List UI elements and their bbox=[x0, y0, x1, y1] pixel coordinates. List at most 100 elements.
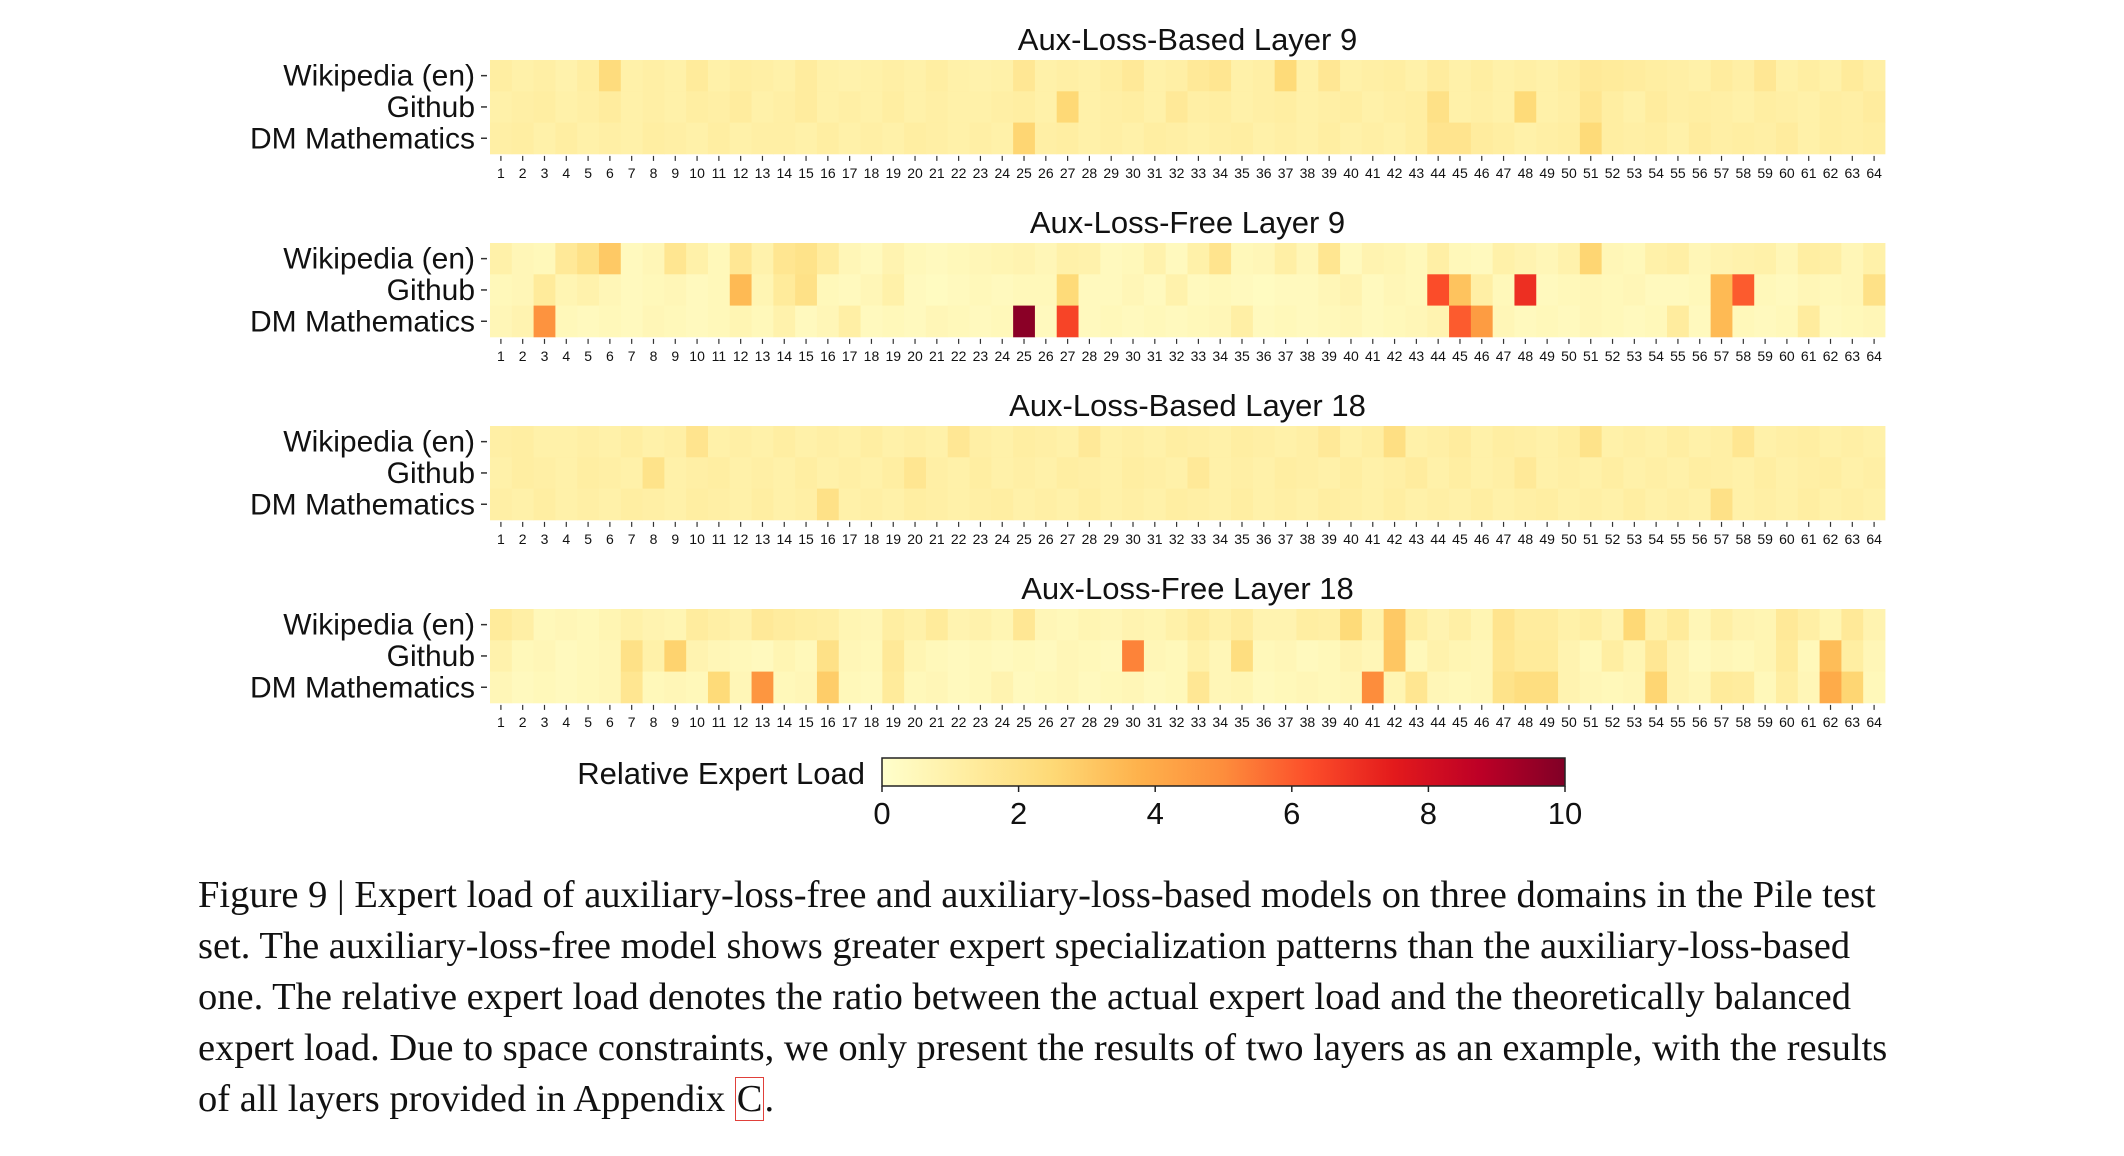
expert-tick-label: 33 bbox=[1191, 348, 1207, 364]
heatmap-cell bbox=[555, 671, 578, 704]
heatmap-cell bbox=[511, 426, 534, 458]
heatmap-cell bbox=[773, 640, 796, 672]
heatmap-cell bbox=[1056, 243, 1079, 275]
heatmap-cell bbox=[620, 91, 643, 123]
expert-tick-label: 64 bbox=[1866, 348, 1882, 364]
expert-tick-label: 36 bbox=[1256, 165, 1272, 181]
heatmap-cell bbox=[1252, 274, 1276, 306]
heatmap-cell bbox=[1601, 274, 1624, 306]
heatmap-cell bbox=[1122, 305, 1145, 338]
heatmap-cell bbox=[860, 91, 883, 123]
heatmap-cell bbox=[1056, 457, 1079, 489]
heatmap-cell bbox=[533, 609, 556, 641]
heatmap-cell bbox=[1863, 274, 1886, 306]
heatmap-cell bbox=[860, 305, 883, 338]
expert-tick-label: 34 bbox=[1212, 714, 1228, 730]
heatmap-cell bbox=[925, 122, 949, 155]
heatmap-cell bbox=[1274, 609, 1297, 641]
heatmap-cell bbox=[490, 91, 513, 123]
expert-tick-label: 56 bbox=[1692, 348, 1708, 364]
heatmap-cell bbox=[991, 671, 1014, 704]
panel-title: Aux-Loss-Based Layer 9 bbox=[1018, 22, 1357, 57]
heatmap-cell bbox=[577, 457, 600, 489]
expert-tick-label: 19 bbox=[885, 714, 901, 730]
heatmap-cell bbox=[925, 274, 949, 306]
heatmap-cell bbox=[1514, 609, 1537, 641]
expert-tick-label: 12 bbox=[733, 348, 749, 364]
heatmap-cell bbox=[490, 243, 513, 275]
expert-tick-label: 18 bbox=[864, 714, 880, 730]
heatmap-cell bbox=[1470, 640, 1494, 672]
heatmap-cell bbox=[1688, 122, 1712, 155]
heatmap-cell bbox=[882, 457, 905, 489]
heatmap-cell bbox=[642, 671, 665, 704]
heatmap-cell bbox=[1361, 488, 1385, 521]
heatmap-cell bbox=[860, 426, 883, 458]
heatmap-cell bbox=[1536, 243, 1559, 275]
expert-tick-label: 24 bbox=[994, 531, 1010, 547]
heatmap-cell bbox=[1100, 609, 1123, 641]
expert-tick-label: 3 bbox=[541, 165, 549, 181]
heatmap-cell bbox=[1034, 91, 1058, 123]
heatmap-cell bbox=[1405, 671, 1428, 704]
heatmap-cell bbox=[1492, 243, 1515, 275]
heatmap-cell bbox=[1252, 671, 1276, 704]
heatmap-cell bbox=[1078, 91, 1101, 123]
heatmap-cell bbox=[947, 640, 970, 672]
heatmap-cell bbox=[904, 671, 927, 704]
heatmap-cell bbox=[1427, 60, 1450, 92]
heatmap-cell bbox=[1579, 122, 1603, 155]
appendix-link[interactable]: C bbox=[734, 1077, 765, 1121]
heatmap-cell bbox=[1797, 488, 1821, 521]
heatmap-cell bbox=[1318, 91, 1341, 123]
heatmap-cell bbox=[1863, 60, 1886, 92]
expert-tick-label: 3 bbox=[541, 348, 549, 364]
heatmap-cell bbox=[751, 243, 774, 275]
expert-tick-label: 64 bbox=[1866, 165, 1882, 181]
expert-tick-label: 7 bbox=[628, 714, 636, 730]
heatmap-cell bbox=[1623, 243, 1646, 275]
expert-tick-label: 46 bbox=[1474, 531, 1490, 547]
heatmap-cell bbox=[1252, 243, 1276, 275]
heatmap-cell bbox=[1601, 457, 1624, 489]
heatmap-cell bbox=[1427, 243, 1450, 275]
heatmap-cell bbox=[1340, 426, 1363, 458]
heatmap-cell bbox=[1231, 122, 1254, 155]
heatmap-cell bbox=[1797, 305, 1821, 338]
heatmap-cell bbox=[1732, 640, 1755, 672]
heatmap-cell bbox=[882, 640, 905, 672]
heatmap-cell bbox=[664, 305, 687, 338]
heatmap-cell bbox=[1688, 305, 1712, 338]
heatmap-cell bbox=[1296, 60, 1319, 92]
heatmap-cell bbox=[729, 243, 752, 275]
heatmap-cell bbox=[1797, 609, 1821, 641]
expert-tick-label: 48 bbox=[1518, 165, 1534, 181]
heatmap-cell bbox=[1209, 91, 1232, 123]
expert-tick-label: 15 bbox=[798, 531, 814, 547]
heatmap-cell bbox=[707, 671, 731, 704]
expert-tick-label: 53 bbox=[1627, 714, 1643, 730]
heatmap-cell bbox=[1165, 488, 1188, 521]
heatmap-cell bbox=[1078, 305, 1101, 338]
heatmap-cell bbox=[1013, 426, 1036, 458]
heatmap-cell bbox=[1231, 60, 1254, 92]
heatmap-cell bbox=[577, 426, 600, 458]
heatmap-cell bbox=[1318, 305, 1341, 338]
heatmap-cell bbox=[838, 640, 861, 672]
heatmap-cell bbox=[1754, 274, 1777, 306]
heatmap-cell bbox=[1034, 609, 1058, 641]
heatmap-cell bbox=[555, 274, 578, 306]
heatmap-cell bbox=[1100, 488, 1123, 521]
heatmap-cell bbox=[969, 609, 992, 641]
heatmap-cell bbox=[1754, 60, 1777, 92]
heatmap-cell bbox=[1623, 488, 1646, 521]
expert-tick-label: 63 bbox=[1845, 714, 1861, 730]
expert-tick-label: 21 bbox=[929, 348, 945, 364]
heatmap-cell bbox=[1056, 60, 1079, 92]
expert-tick-label: 12 bbox=[733, 714, 749, 730]
expert-tick-label: 21 bbox=[929, 531, 945, 547]
heatmap-cell bbox=[533, 243, 556, 275]
heatmap-cell bbox=[1754, 243, 1777, 275]
heatmap-cell bbox=[1318, 60, 1341, 92]
heatmap-cell bbox=[1863, 426, 1886, 458]
